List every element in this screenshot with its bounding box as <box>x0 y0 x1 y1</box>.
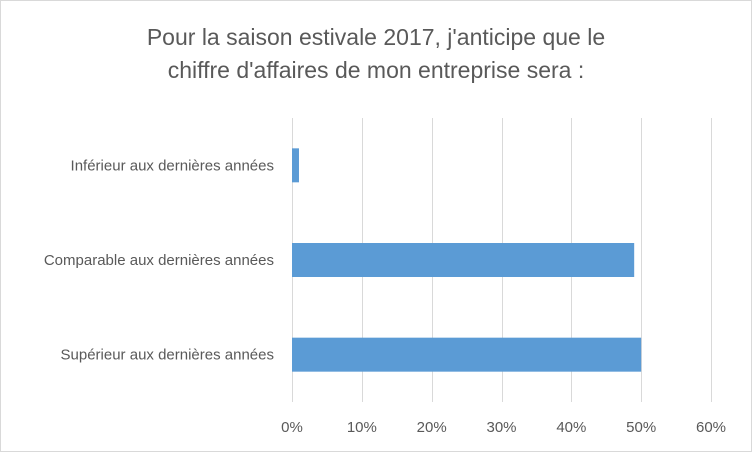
x-tick-label: 10% <box>347 419 377 436</box>
bar <box>292 148 299 183</box>
category-label: Supérieur aux dernières années <box>61 347 274 364</box>
x-tick-label: 20% <box>417 419 447 436</box>
category-label: Inférieur aux dernières années <box>71 157 274 174</box>
chart-title-line-1: Pour la saison estivale 2017, j'anticipe… <box>146 24 606 50</box>
x-tick-label: 60% <box>696 419 726 436</box>
bar <box>292 243 635 277</box>
x-tick-label: 0% <box>281 419 303 436</box>
chart-title-line-2: chiffre d'affaires de mon entreprise ser… <box>167 57 585 83</box>
x-tick-label: 30% <box>486 419 516 436</box>
x-tick-label: 40% <box>556 419 586 436</box>
category-label: Comparable aux dernières années <box>44 252 274 269</box>
bar <box>292 337 642 372</box>
x-tick-label: 50% <box>626 419 656 436</box>
chart-title: Pour la saison estivale 2017, j'anticipe… <box>1 21 751 87</box>
